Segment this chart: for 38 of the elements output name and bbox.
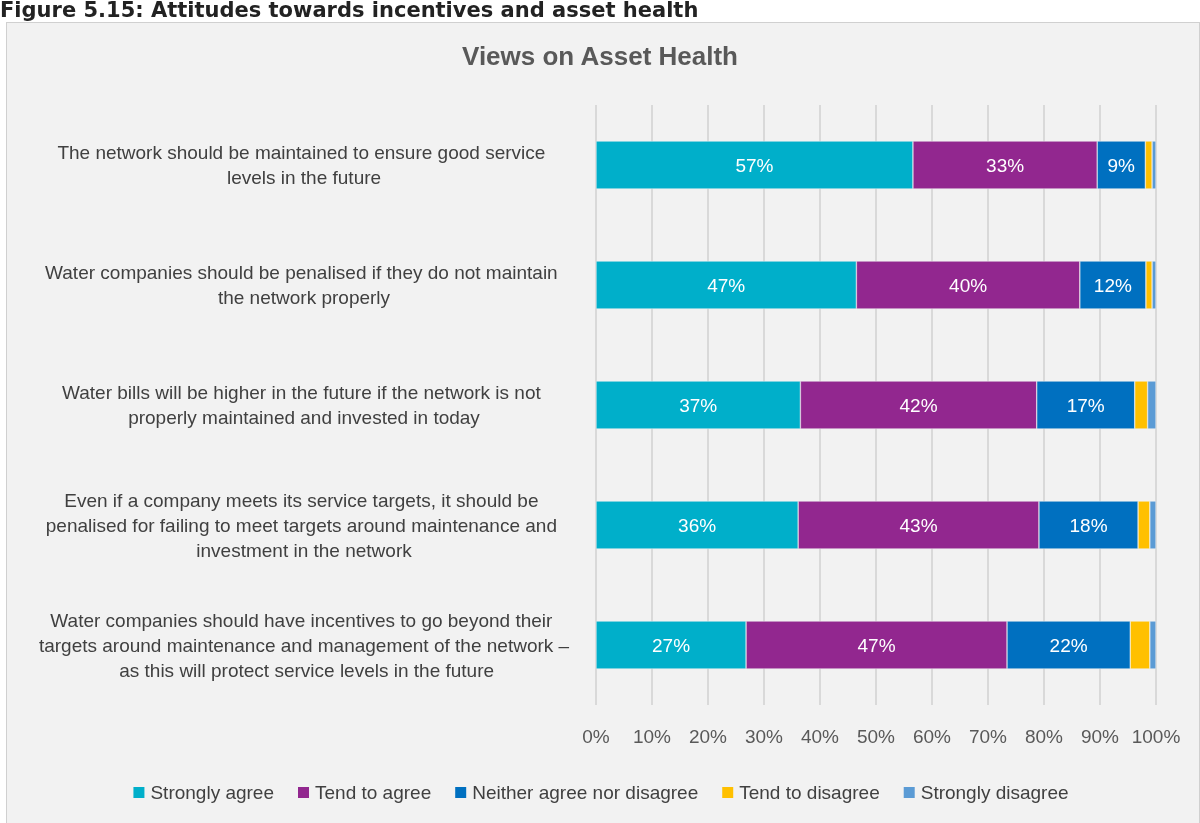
- data-label: 27%: [652, 634, 691, 656]
- y-tick-label: The network should be maintained to ensure good service levels in the future: [57, 142, 551, 188]
- data-label: 9%: [1107, 154, 1136, 176]
- data-label: 17%: [1066, 394, 1105, 416]
- legend-label: Neither agree nor disagree: [472, 782, 699, 803]
- caption: Figure 5.15: Attitudes towards incentives and asset health: [0, 0, 699, 22]
- data-label: 37%: [679, 394, 718, 416]
- data-label: 40%: [949, 274, 988, 296]
- x-tick-label: 60%: [912, 726, 952, 747]
- y-tick-label: Water bills will be higher in the future if the network is not properly maintained and invested in today: [61, 382, 547, 428]
- data-label: 36%: [678, 514, 717, 536]
- x-tick-label: 30%: [744, 726, 784, 747]
- y-tick-label: Water companies should have incentives to go beyond their targets around maintenance and management of the network – as this will protect service levels in the future: [38, 609, 570, 681]
- x-tick-label: 80%: [1024, 726, 1064, 747]
- x-tick-label: 90%: [1080, 726, 1120, 747]
- chart-title: Views on Asset Health: [462, 41, 738, 71]
- data-label: 47%: [857, 634, 896, 656]
- x-tick-label: 0%: [582, 726, 610, 747]
- x-tick-label: 50%: [856, 726, 896, 747]
- legend-label: Tend to disagree: [739, 782, 880, 803]
- x-tick-label: 70%: [968, 726, 1008, 747]
- data-label: 18%: [1069, 514, 1108, 536]
- x-tick-label: 10%: [632, 726, 672, 747]
- data-label: 43%: [899, 514, 938, 536]
- legend-label: Strongly disagree: [920, 782, 1069, 803]
- x-tick-label: 40%: [800, 726, 840, 747]
- data-label: 12%: [1093, 274, 1132, 296]
- data-label: 33%: [986, 154, 1025, 176]
- y-tick-label: Water companies should be penalised if they do not maintain the network properly: [45, 262, 563, 308]
- data-label: 47%: [707, 274, 746, 296]
- y-tick-label: Even if a company meets its service targets, it should be penalised for failing to meet targets around maintenance and investment in the network: [45, 489, 563, 561]
- x-tick-label: 20%: [688, 726, 728, 747]
- data-label: 22%: [1049, 634, 1088, 656]
- data-label: 42%: [899, 394, 938, 416]
- legend-label: Strongly agree: [150, 782, 275, 803]
- x-tick-label: 100%: [1131, 726, 1181, 747]
- data-label: 57%: [735, 154, 774, 176]
- legend-label: Tend to agree: [315, 782, 432, 803]
